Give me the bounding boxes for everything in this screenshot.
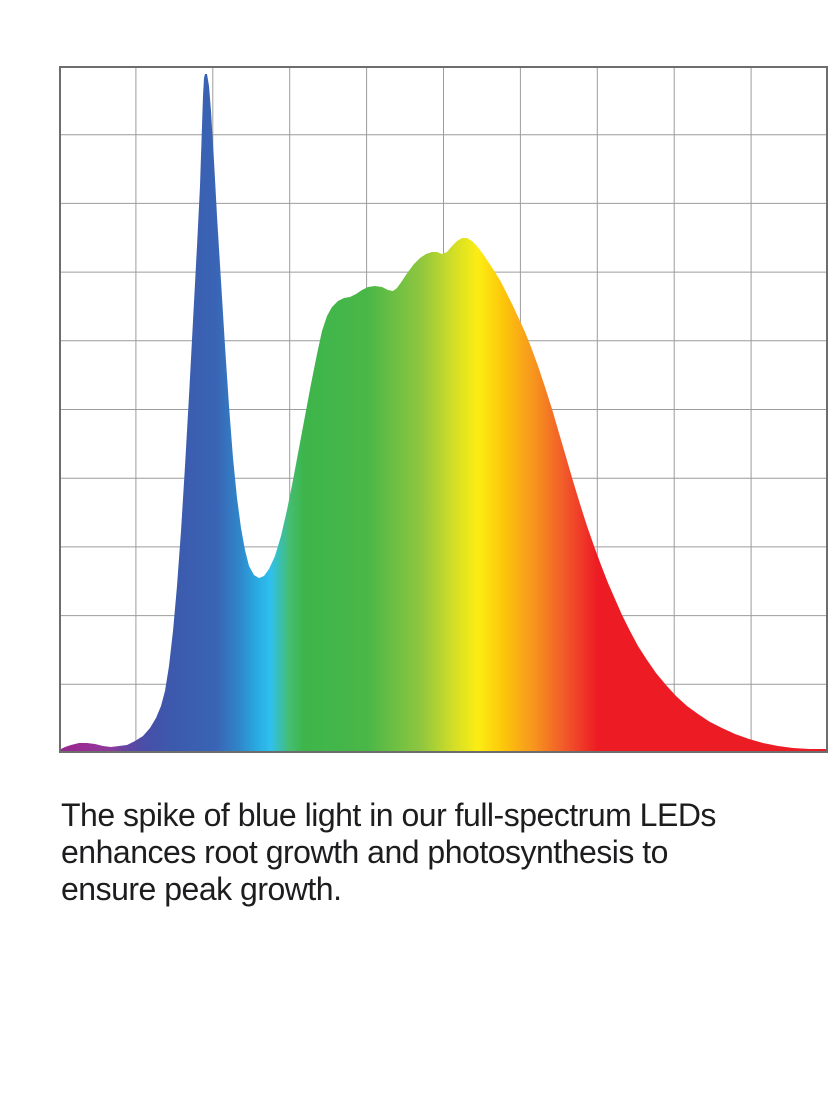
led-spectrum-chart xyxy=(59,66,828,753)
spectrum-area xyxy=(59,74,828,753)
caption-line-1: The spike of blue light in our full-spec… xyxy=(61,797,716,833)
chart-caption: The spike of blue light in our full-spec… xyxy=(61,797,806,908)
plot-border xyxy=(59,66,828,753)
caption-line-2: enhances root growth and photosynthesis … xyxy=(61,834,668,870)
caption-line-3: ensure peak growth. xyxy=(61,871,342,907)
